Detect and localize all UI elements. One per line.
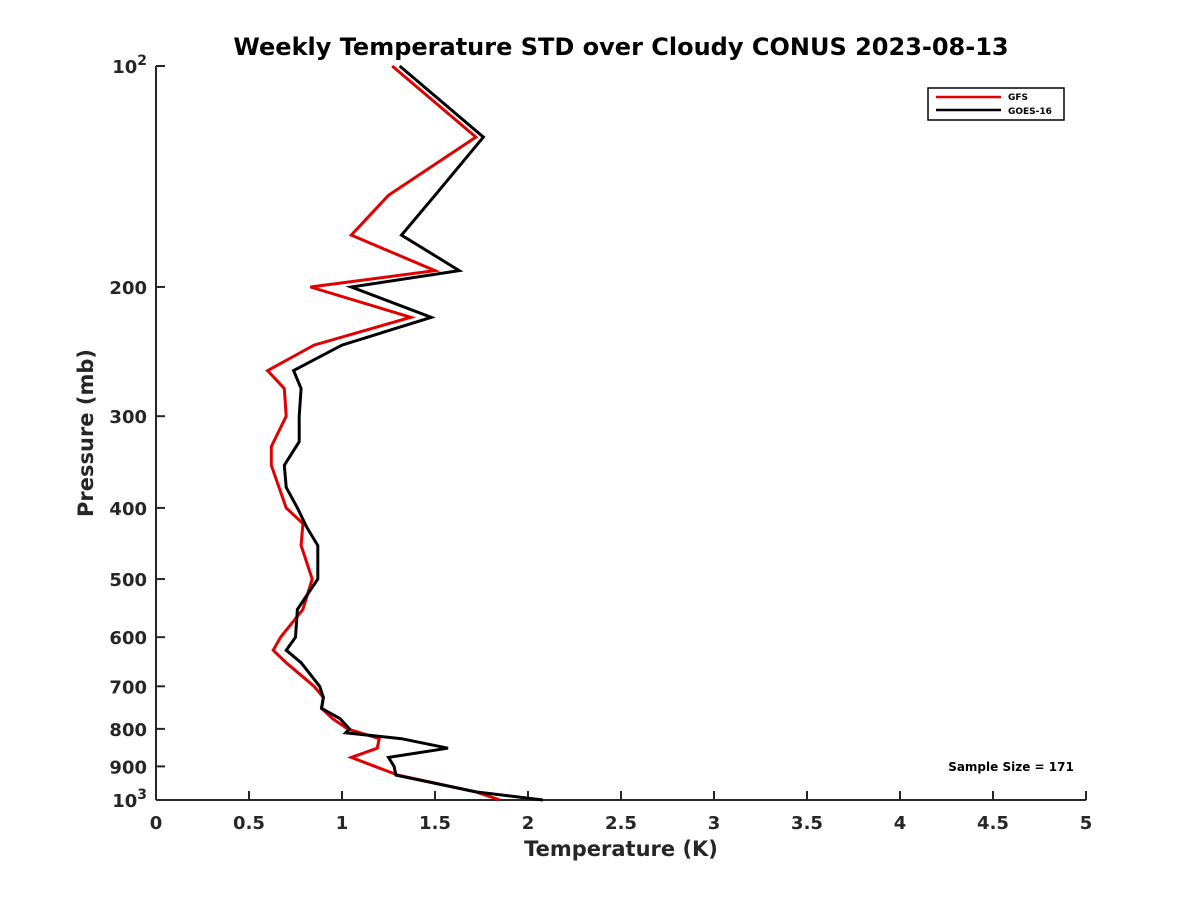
x-tick-label: 1 bbox=[336, 813, 349, 834]
y-tick-label: 102 bbox=[112, 53, 147, 78]
y-tick-label: 300 bbox=[109, 407, 147, 428]
x-tick-label: 1.5 bbox=[419, 813, 451, 834]
legend: GFS GOES-16 bbox=[927, 87, 1065, 121]
y-axis-label: Pressure (mb) bbox=[74, 349, 98, 517]
series-lines bbox=[265, 64, 544, 802]
legend-label-goes16: GOES-16 bbox=[1008, 107, 1052, 117]
y-tick-label: 900 bbox=[109, 757, 147, 778]
y-tick-label: 500 bbox=[109, 570, 147, 591]
y-tick-label: 400 bbox=[109, 499, 147, 520]
y-tick-label: 600 bbox=[109, 628, 147, 649]
series-line-goes16 bbox=[282, 64, 544, 802]
x-tick-label: 5 bbox=[1080, 813, 1093, 834]
x-tick-label: 0 bbox=[150, 813, 163, 834]
x-tick-label: 4.5 bbox=[977, 813, 1009, 834]
y-ticks: 102 200 300 400 500 600 700 800 900 103 bbox=[109, 53, 165, 812]
x-tick-label: 0.5 bbox=[233, 813, 265, 834]
sample-size-annotation: Sample Size = 171 bbox=[948, 760, 1074, 774]
x-tick-label: 3.5 bbox=[791, 813, 823, 834]
y-tick-label: 200 bbox=[109, 278, 147, 299]
legend-box bbox=[927, 87, 1065, 121]
y-tick-label: 800 bbox=[109, 720, 147, 741]
y-tick-label: 103 bbox=[112, 787, 147, 812]
x-tick-label: 3 bbox=[708, 813, 721, 834]
x-tick-label: 2 bbox=[522, 813, 535, 834]
chart-title: Weekly Temperature STD over Cloudy CONUS… bbox=[233, 33, 1008, 61]
y-tick-label: 700 bbox=[109, 677, 147, 698]
x-tick-label: 2.5 bbox=[605, 813, 637, 834]
x-tick-label: 4 bbox=[894, 813, 907, 834]
x-ticks: 0 0.5 1 1.5 2 2.5 3 3.5 4 4.5 5 bbox=[150, 791, 1093, 834]
legend-label-gfs: GFS bbox=[1008, 93, 1028, 103]
x-axis-label: Temperature (K) bbox=[524, 837, 718, 861]
